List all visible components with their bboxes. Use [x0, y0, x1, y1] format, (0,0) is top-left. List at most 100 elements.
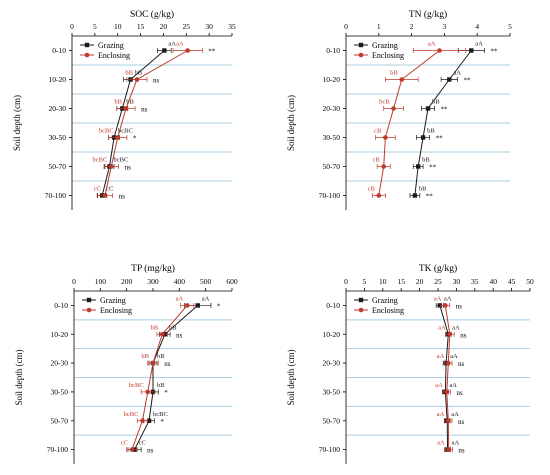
data-point-grazing — [425, 106, 431, 111]
point-label: bB — [135, 70, 143, 77]
point-label: bB — [151, 324, 159, 331]
data-point-enclosing — [129, 447, 135, 452]
data-point-enclosing — [446, 360, 451, 366]
y-tick-label: 70-100 — [319, 191, 340, 200]
y-tick-label: 70-100 — [47, 445, 68, 454]
legend-marker-enclosing — [358, 52, 364, 58]
data-point-grazing — [412, 193, 418, 198]
data-point-enclosing — [446, 447, 451, 452]
point-label: aA — [176, 41, 184, 48]
point-label: aA — [437, 353, 445, 360]
legend-label: Enclosing — [372, 51, 404, 60]
point-label: bcBC — [153, 411, 168, 418]
legend-label: Grazing — [98, 41, 124, 50]
significance-marker: ns — [119, 193, 126, 201]
y-tick-label: 0-10 — [326, 46, 340, 55]
legend-label: Grazing — [100, 296, 126, 305]
y-tick-label: 50-70 — [323, 162, 341, 171]
point-label: bB — [419, 186, 427, 193]
x-tick-label: 45 — [508, 277, 516, 286]
significance-marker: ** — [429, 164, 437, 172]
point-label: cC — [121, 440, 128, 447]
legend-label: Enclosing — [372, 306, 404, 315]
data-point-enclosing — [447, 331, 453, 337]
y-axis-label: Soil depth (cm) — [286, 350, 296, 406]
y-tick-label: 0-10 — [52, 46, 66, 55]
point-label: bcBC — [99, 128, 114, 135]
y-tick-label: 70-100 — [319, 445, 340, 454]
chart-panel-1: SOC (g/kg) 0 5 10 15 20 25 30 35 0-10 10-20 20-30 30… — [12, 9, 236, 210]
y-tick-label: 10-20 — [323, 75, 341, 84]
significance-marker: ** — [436, 135, 444, 143]
series-line-grazing — [101, 50, 165, 196]
data-point-enclosing — [145, 389, 151, 395]
data-point-enclosing — [115, 135, 121, 140]
y-tick-label: 50-70 — [49, 162, 67, 171]
y-tick-label: 20-30 — [51, 359, 69, 368]
significance-marker: ** — [490, 48, 498, 56]
point-label: bB — [157, 382, 165, 389]
point-label: bcBC — [113, 157, 128, 164]
x-tick-label: 0 — [344, 22, 348, 31]
significance-marker: * — [164, 389, 168, 397]
x-tick-label: 20 — [160, 22, 168, 31]
data-point-grazing — [437, 303, 443, 308]
significance-marker: ** — [441, 106, 449, 114]
significance-marker: * — [217, 302, 221, 310]
x-tick-label: 25 — [434, 277, 442, 286]
y-axis-label: Soil depth (cm) — [286, 95, 296, 151]
point-label: bcBC — [93, 157, 108, 164]
point-label: bB — [114, 99, 122, 106]
y-tick-label: 50-70 — [51, 416, 69, 425]
point-label: bB — [141, 353, 149, 360]
legend-marker-grazing — [86, 297, 92, 303]
x-tick-label: 5 — [508, 22, 512, 31]
x-tick-label: 30 — [205, 22, 213, 31]
point-label: aA — [451, 411, 459, 418]
significance-marker: ns — [456, 302, 463, 310]
y-tick-label: 30-50 — [323, 133, 341, 142]
y-tick-label: 70-100 — [45, 191, 66, 200]
data-point-enclosing — [109, 164, 114, 169]
data-point-enclosing — [159, 331, 165, 337]
x-tick-label: 25 — [183, 22, 191, 31]
point-label: cC — [94, 186, 101, 193]
data-point-enclosing — [184, 303, 190, 308]
point-label: bB — [390, 70, 398, 77]
y-tick-label: 50-70 — [323, 416, 341, 425]
x-tick-label: 300 — [147, 277, 159, 286]
series-line-enclosing — [378, 50, 440, 196]
point-label: bB — [427, 128, 435, 135]
point-label: bB — [422, 157, 430, 164]
significance-marker: ns — [458, 418, 465, 426]
y-tick-label: 0-10 — [326, 301, 340, 310]
data-point-enclosing — [102, 193, 108, 198]
x-tick-label: 4 — [475, 22, 479, 31]
y-tick-label: 30-50 — [323, 387, 341, 396]
x-tick-label: 20 — [416, 277, 424, 286]
legend-marker-enclosing — [86, 307, 92, 313]
data-point-grazing — [469, 48, 474, 53]
point-label: cB — [372, 157, 380, 164]
x-tick-label: 40 — [489, 277, 497, 286]
point-label: bcBC — [129, 382, 144, 389]
y-tick-label: 30-50 — [51, 387, 69, 396]
point-label: cB — [374, 128, 382, 135]
data-point-grazing — [162, 48, 167, 53]
x-tick-label: 600 — [226, 277, 238, 286]
point-label: aA — [176, 295, 184, 302]
chart-panel-3: TP (mg/kg) 0 100 200 300 400 500 600 0-10 10-20 20… — [14, 263, 238, 464]
data-point-enclosing — [444, 389, 450, 395]
significance-marker: ns — [457, 389, 464, 397]
y-tick-label: 30-50 — [49, 133, 67, 142]
x-tick-label: 100 — [95, 277, 107, 286]
y-tick-label: 10-20 — [49, 75, 67, 84]
series-line-grazing — [134, 305, 199, 450]
point-label: bcBC — [118, 128, 133, 135]
significance-marker: ** — [464, 77, 472, 85]
data-point-enclosing — [140, 418, 145, 424]
series-line-enclosing — [131, 305, 188, 450]
significance-marker: ns — [458, 360, 465, 368]
data-point-grazing — [447, 77, 452, 82]
x-tick-label: 35 — [471, 277, 479, 286]
